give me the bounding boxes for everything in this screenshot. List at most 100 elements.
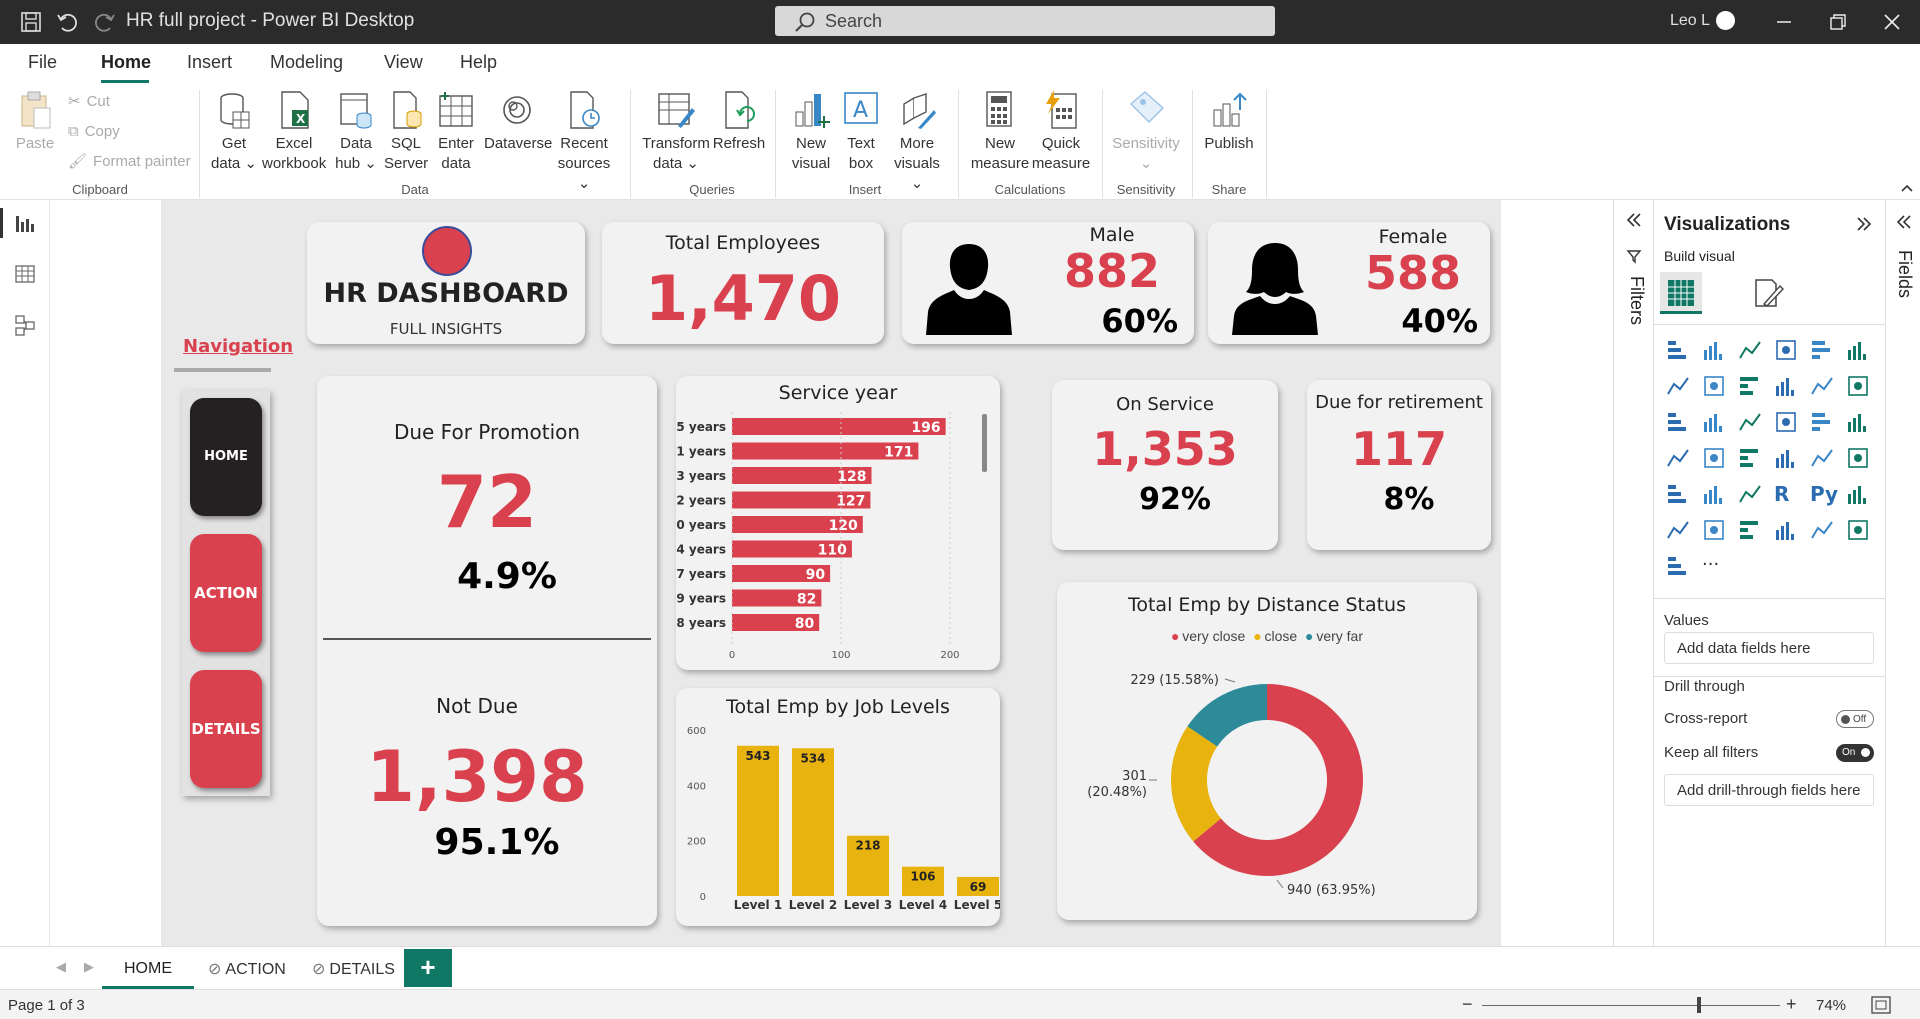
smart-narrative-visual-icon[interactable] [1738,518,1764,544]
area-visual-icon[interactable] [1702,374,1728,400]
sensitivity-button[interactable]: Sensitivity ⌄ [1108,90,1184,174]
stacked-column-visual-icon[interactable] [1702,338,1728,364]
recent-sources-button[interactable]: Recent sources ⌄ [552,90,616,194]
excel-workbook-button[interactable]: X Excel workbook [262,90,326,174]
metrics-visual-icon[interactable] [1666,554,1692,580]
line-visual-icon[interactable] [1666,374,1692,400]
line-column-visual-icon[interactable] [1774,374,1800,400]
keep-filters-toggle[interactable]: On [1836,744,1874,762]
avatar[interactable] [1716,11,1735,30]
new-measure-button[interactable]: New measure [966,90,1034,174]
enter-data-button[interactable]: Enter data [432,90,480,174]
redo-icon[interactable] [94,11,116,33]
scatter-visual-icon[interactable] [1738,410,1764,436]
multi-row-card-visual-icon[interactable] [1810,446,1836,472]
expand-fields-icon[interactable] [1896,214,1912,230]
100-column-visual-icon[interactable] [1846,338,1872,364]
more-visual-icon[interactable]: ··· [1702,554,1720,575]
donut-visual-icon[interactable] [1810,410,1836,436]
kpi-visual-icon[interactable] [1846,446,1872,472]
power-automate-visual-icon[interactable] [1846,518,1872,544]
transform-data-button[interactable]: Transform data ⌄ [640,90,712,174]
data-hub-button[interactable]: Data hub ⌄ [332,90,380,174]
tab-home[interactable]: HOME [102,947,194,989]
line-clustered-visual-icon[interactable] [1810,374,1836,400]
publish-button[interactable]: Publish [1198,90,1260,154]
save-icon[interactable] [20,11,42,33]
collapse-viz-icon[interactable] [1856,216,1872,232]
text-box-button[interactable]: A Text box [838,90,884,174]
fit-to-page-icon[interactable] [1870,995,1892,1015]
build-visual-tab[interactable] [1660,272,1702,314]
funnel-visual-icon[interactable] [1702,410,1728,436]
filled-map-visual-icon[interactable] [1702,446,1728,472]
key-influencers-visual-icon[interactable] [1846,482,1872,508]
tab-action[interactable]: ⊘ ACTION [208,959,286,979]
nav-action-button[interactable]: ACTION [190,534,262,652]
waterfall-visual-icon[interactable] [1666,410,1692,436]
undo-icon[interactable] [56,11,78,33]
zoom-slider-thumb[interactable] [1697,997,1701,1013]
add-page-button[interactable]: + [404,949,452,987]
refresh-button[interactable]: Refresh [712,90,766,154]
get-data-button[interactable]: Get data ⌄ [206,90,262,174]
clustered-bar-visual-icon[interactable] [1738,338,1764,364]
minimize-icon[interactable] [1774,12,1794,32]
power-apps-visual-icon[interactable] [1810,518,1836,544]
paste-button[interactable]: Paste [14,90,56,154]
menu-help[interactable]: Help [460,52,498,72]
matrix-visual-icon[interactable] [1738,482,1764,508]
expand-filters-icon[interactable] [1626,212,1642,228]
cut-button[interactable]: ✂ Cut [68,93,110,110]
paginated-visual-icon[interactable] [1774,518,1800,544]
search-input[interactable]: Search [775,6,1275,36]
drill-through-drop-field[interactable]: Add drill-through fields here [1664,774,1874,806]
sql-server-button[interactable]: SQL Server [384,90,428,174]
menu-modeling[interactable]: Modeling [270,52,344,72]
format-visual-icon[interactable] [1750,276,1784,310]
dataverse-button[interactable]: Dataverse [484,90,552,154]
tabs-prev-icon[interactable]: ◀ [56,959,66,974]
collapse-ribbon-icon[interactable] [1900,182,1914,194]
decomposition-tree-visual-icon[interactable] [1666,518,1692,544]
zoom-out-button[interactable]: − [1462,994,1473,1014]
python-visual-visual-icon[interactable]: Py [1810,482,1839,506]
new-visual-button[interactable]: New visual [786,90,836,174]
table-view-icon[interactable] [14,264,36,284]
zoom-slider[interactable] [1482,1005,1780,1006]
tab-details[interactable]: ⊘ DETAILS [312,959,395,979]
100-bar-visual-icon[interactable] [1810,338,1836,364]
fields-pane-collapsed[interactable]: Fields [1885,200,1920,946]
zoom-in-button[interactable]: + [1786,994,1797,1014]
pie-visual-icon[interactable] [1774,410,1800,436]
qa-visual-icon[interactable] [1702,518,1728,544]
filters-pane-collapsed[interactable]: Filters [1613,200,1653,946]
menu-view[interactable]: View [384,52,423,72]
copy-button[interactable]: ⧉ Copy [68,123,120,140]
nav-home-button[interactable]: HOME [190,398,262,516]
table-visual-icon[interactable] [1702,482,1728,508]
format-painter-button[interactable]: 🖌 Format painter [68,153,191,170]
treemap-visual-icon[interactable] [1846,410,1872,436]
r-visual-visual-icon[interactable]: R [1774,482,1790,506]
slicer-visual-icon[interactable] [1666,482,1692,508]
stacked-bar-visual-icon[interactable] [1666,338,1692,364]
tabs-next-icon[interactable]: ▶ [84,959,94,974]
quick-measure-button[interactable]: Quick measure [1030,90,1092,174]
menu-home[interactable]: Home [101,52,152,72]
model-view-icon[interactable] [14,314,36,336]
menu-file[interactable]: File [28,52,58,72]
report-view-icon[interactable] [14,214,36,234]
ribbon-visual-icon[interactable] [1846,374,1872,400]
values-drop-field[interactable]: Add data fields here [1664,632,1874,664]
cross-report-toggle[interactable]: Off [1836,710,1874,728]
map-visual-icon[interactable] [1666,446,1692,472]
nav-details-button[interactable]: DETAILS [190,670,262,788]
menu-insert[interactable]: Insert [187,52,233,72]
clustered-column-visual-icon[interactable] [1774,338,1800,364]
more-visuals-button[interactable]: More visuals ⌄ [888,90,946,194]
card-visual-icon[interactable] [1774,446,1800,472]
restore-icon[interactable] [1828,12,1848,32]
stacked-area-visual-icon[interactable] [1738,374,1764,400]
gauge-visual-icon[interactable] [1738,446,1764,472]
